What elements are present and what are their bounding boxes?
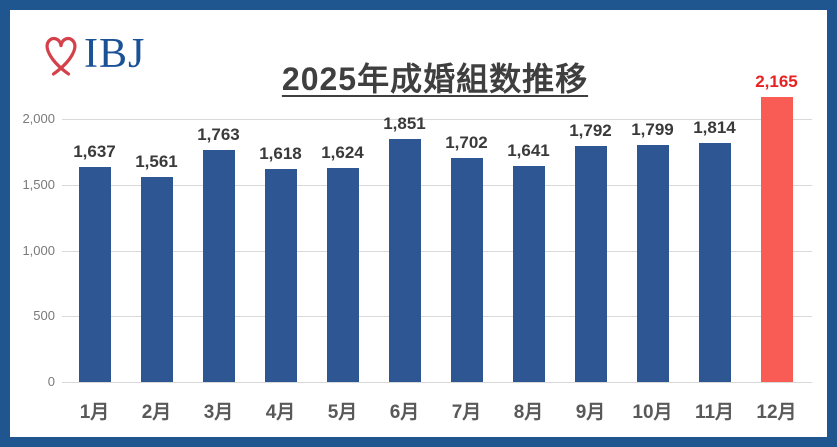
x-axis-label-6月: 6月	[389, 402, 420, 423]
bar-2月	[140, 176, 173, 382]
bar-7月	[450, 158, 483, 382]
x-axis-label-8月: 8月	[513, 402, 544, 423]
x-axis-label-1月: 1月	[79, 402, 110, 423]
bar-value-label-8月: 1,641	[507, 141, 550, 161]
gridline-2,000	[62, 119, 812, 120]
bar-value-label-10月: 1,799	[631, 120, 674, 140]
gridline-500	[62, 316, 812, 318]
bar-value-label-7月: 1,702	[445, 133, 488, 153]
bar-1月	[78, 166, 111, 382]
bar-value-label-11月: 1,814	[693, 118, 736, 138]
gridline-0	[62, 382, 812, 383]
y-axis-tick-label: 0	[47, 374, 55, 389]
bar-6月	[388, 138, 421, 382]
bar-value-label-3月: 1,763	[197, 125, 240, 145]
bar-value-label-9月: 1,792	[569, 121, 612, 141]
y-axis-tick-label: 2,000	[22, 111, 55, 126]
bar-chart-plot: 0 500 1,000 1,500 2,000 1,637 1月 1,561 2月 1,763 3月…	[10, 10, 827, 437]
ibj-logo: IBJ	[40, 30, 145, 78]
gridline-1,500	[62, 184, 812, 186]
bar-value-label-5月: 1,624	[321, 143, 364, 163]
bar-5月	[326, 168, 359, 382]
bar-12月	[760, 97, 793, 382]
bar-9月	[574, 146, 607, 382]
bar-3月	[202, 150, 235, 382]
bar-11月	[698, 143, 731, 382]
bar-value-label-2月: 1,561	[135, 151, 178, 171]
x-axis-label-2月: 2月	[141, 402, 172, 423]
y-axis-tick-label: 1,000	[22, 242, 55, 258]
bar-8月	[512, 166, 545, 382]
y-axis-tick-label: 500	[33, 308, 55, 324]
heart-ribbon-icon	[45, 36, 77, 76]
x-axis-label-5月: 5月	[327, 402, 358, 423]
bar-value-label-6月: 1,851	[383, 113, 426, 133]
x-axis-label-9月: 9月	[575, 402, 606, 423]
gridline-1,000	[62, 250, 812, 252]
bar-10月	[636, 145, 669, 382]
x-axis-label-12月: 12月	[756, 402, 797, 423]
chart-title: 2025年成婚組数推移	[281, 61, 589, 97]
bar-value-label-1月: 1,637	[73, 141, 116, 161]
x-axis-label-7月: 7月	[451, 402, 482, 423]
y-axis-tick-label: 1,500	[22, 176, 55, 192]
bar-4月	[264, 169, 297, 382]
x-axis-label-4月: 4月	[265, 402, 296, 423]
bar-value-label-12月: 2,165	[755, 72, 798, 92]
x-axis-label-10月: 10月	[632, 402, 673, 423]
x-axis-label-3月: 3月	[203, 402, 234, 423]
x-axis-label-11月: 11月	[694, 402, 735, 423]
logo-text: IBJ	[84, 31, 146, 77]
bar-value-label-4月: 1,618	[259, 144, 302, 164]
